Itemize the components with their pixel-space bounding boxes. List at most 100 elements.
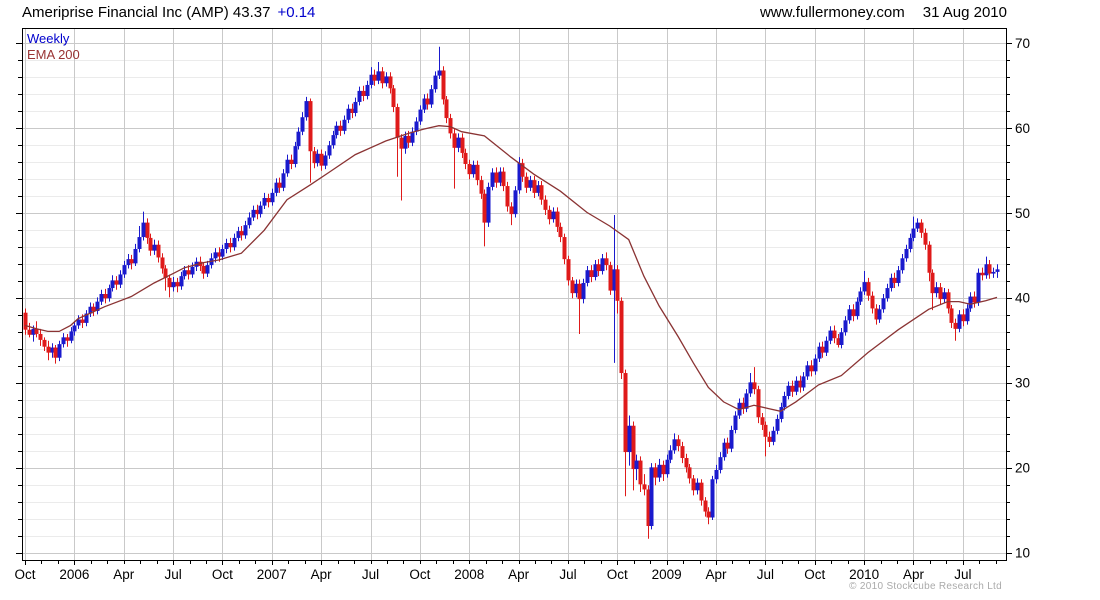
candle (976, 272, 981, 303)
candle (338, 125, 343, 131)
candle (505, 186, 510, 207)
candle (232, 237, 237, 248)
candle (892, 277, 897, 283)
candle (72, 325, 77, 332)
candle (813, 358, 818, 372)
candle (627, 425, 632, 453)
candle (509, 206, 514, 215)
candle (687, 467, 692, 479)
candle (91, 306, 96, 311)
candle (953, 322, 958, 329)
candle (327, 145, 332, 156)
candle (403, 135, 408, 149)
candle (76, 319, 81, 326)
candle (695, 482, 700, 491)
candle (304, 101, 309, 118)
candle (448, 118, 453, 134)
candle (99, 294, 104, 302)
candle (312, 151, 317, 164)
page-title: Ameriprise Financial Inc (AMP) 43.37 (22, 4, 271, 21)
candle (331, 135, 336, 146)
candle (186, 270, 191, 275)
candle (182, 270, 187, 277)
candle (646, 489, 651, 527)
x-axis-label: 2008 (454, 567, 484, 582)
candle (524, 176, 529, 188)
candle (733, 415, 738, 430)
x-axis-label: Jul (757, 567, 774, 582)
candle (190, 266, 195, 275)
candle (870, 295, 875, 309)
y-axis-label: 20 (1015, 461, 1030, 476)
candle (429, 89, 434, 105)
candle (205, 265, 210, 274)
x-axis-label: Oct (14, 567, 35, 582)
candle (369, 74, 374, 85)
candle (600, 258, 605, 272)
candle (107, 288, 112, 299)
candle (741, 402, 746, 409)
candle (270, 192, 275, 203)
candle (885, 288, 890, 299)
candle (145, 222, 150, 238)
candle (881, 298, 886, 310)
x-axis-label: Oct (607, 567, 628, 582)
candle (661, 464, 666, 475)
candlestick-series (23, 46, 1000, 539)
candle (843, 320, 848, 333)
candle (103, 294, 108, 299)
candle (934, 287, 939, 294)
candle (482, 193, 487, 223)
y-axis-label: 50 (1015, 206, 1030, 221)
candle (266, 197, 271, 203)
candle (361, 90, 366, 96)
candle (790, 385, 795, 392)
candle (699, 482, 704, 501)
candle (281, 173, 286, 188)
candle (441, 70, 446, 100)
candle (346, 108, 351, 120)
candle (577, 283, 582, 300)
candle (798, 380, 803, 388)
candle (95, 301, 100, 311)
x-axis-labels: Oct 2006 Apr Jul Oct 2007 Apr Jul Oct 2008 Apr Jul O… (14, 567, 971, 582)
candle (657, 464, 662, 478)
candle (794, 380, 799, 392)
candle (536, 185, 541, 193)
candle (334, 125, 339, 136)
candle (968, 296, 973, 309)
candle (213, 252, 218, 259)
candle (581, 282, 586, 300)
candle (915, 222, 920, 229)
candle (911, 228, 916, 238)
candle (809, 365, 814, 372)
candle (201, 265, 206, 274)
candle (672, 439, 677, 451)
candle (384, 76, 389, 84)
x-axis-label: 2009 (652, 567, 682, 582)
candle (729, 429, 734, 449)
candle (42, 339, 47, 347)
candle (649, 467, 654, 527)
candle (57, 344, 62, 358)
candle (824, 340, 829, 353)
candle (84, 313, 89, 323)
candle (832, 330, 837, 339)
price-change: +0.14 (277, 4, 316, 21)
candle (722, 442, 727, 458)
candle (494, 172, 499, 183)
candle (350, 108, 355, 113)
candle (836, 338, 841, 345)
candle (919, 222, 924, 233)
candle (866, 282, 871, 296)
candle (224, 243, 229, 249)
candle (889, 277, 894, 289)
candle (817, 346, 822, 359)
candle (422, 98, 427, 110)
candle (110, 280, 115, 289)
candle (444, 99, 449, 119)
x-axis-label: 2006 (59, 567, 89, 582)
candle (467, 163, 472, 175)
candle (395, 107, 400, 138)
